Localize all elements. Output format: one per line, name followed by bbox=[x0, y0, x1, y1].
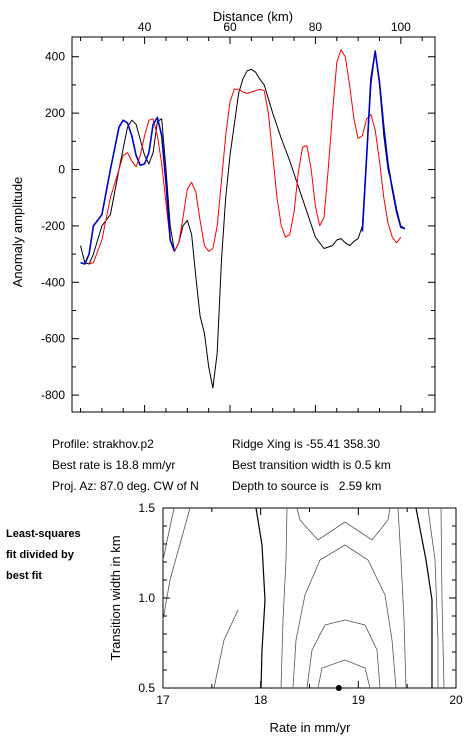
contour-y-tick-labels: 0.5 1.0 1.5 bbox=[138, 501, 155, 695]
y-tick-label: 200 bbox=[45, 106, 65, 120]
contour-plot-frame bbox=[162, 507, 457, 689]
x-tick-label: 40 bbox=[138, 20, 152, 34]
y-tick-label: -400 bbox=[41, 275, 65, 289]
contour-line bbox=[306, 619, 381, 689]
y-tick-label: 1.5 bbox=[138, 501, 155, 515]
side-note: Least-squares fit divided by best fit bbox=[6, 524, 106, 587]
info-depth: Depth to source is 2.59 km bbox=[232, 479, 382, 493]
contour-line bbox=[292, 544, 397, 689]
info-best-rate: Best rate is 18.8 mm/yr bbox=[52, 458, 176, 472]
top-x-tick-labels: 40 60 80 100 bbox=[138, 20, 411, 34]
x-tick-label: 20 bbox=[449, 693, 463, 707]
contour-line bbox=[255, 507, 266, 689]
top-plot: 40 60 80 100 400 200 0 -200 -400 -600 -800 Distan… bbox=[10, 9, 436, 413]
y-tick-label: 0 bbox=[58, 163, 65, 177]
side-note-line: fit divided by bbox=[6, 549, 74, 561]
contour-lines bbox=[162, 507, 445, 689]
y-tick-label: -600 bbox=[41, 332, 65, 346]
contour-line bbox=[280, 507, 288, 689]
contour-y-axis-label: Transition width in km bbox=[108, 535, 123, 660]
contour-line bbox=[213, 609, 239, 689]
x-tick-label: 60 bbox=[223, 20, 237, 34]
x-tick-label: 100 bbox=[391, 20, 411, 34]
top-x-axis-label: Distance (km) bbox=[213, 9, 293, 24]
best-fit-marker bbox=[335, 685, 342, 691]
side-note-line: best fit bbox=[6, 570, 43, 582]
series-line bbox=[361, 50, 406, 232]
top-y-axis-label: Anomaly amplitude bbox=[10, 177, 25, 288]
series-line bbox=[80, 116, 176, 265]
top-series-group bbox=[80, 49, 406, 389]
series-line bbox=[88, 49, 402, 265]
x-tick-label: 17 bbox=[156, 693, 170, 707]
info-profile: Profile: strakhov.p2 bbox=[52, 437, 154, 451]
contour-line bbox=[427, 507, 439, 688]
y-tick-label: 1.0 bbox=[138, 591, 155, 605]
contour-line bbox=[296, 507, 391, 541]
contour-plot-ticks bbox=[162, 507, 457, 689]
contour-line bbox=[415, 507, 433, 688]
info-ridge-xing: Ridge Xing is -55.41 358.30 bbox=[232, 437, 381, 451]
y-tick-label: -800 bbox=[41, 388, 65, 402]
y-tick-label: 0.5 bbox=[138, 681, 155, 695]
top-plot-ticks bbox=[72, 37, 435, 412]
x-tick-label: 80 bbox=[309, 20, 323, 34]
y-tick-label: -200 bbox=[41, 219, 65, 233]
contour-line bbox=[440, 507, 445, 689]
info-best-width: Best transition width is 0.5 km bbox=[232, 458, 391, 472]
info-proj-az: Proj. Az: 87.0 deg. CW of N bbox=[52, 479, 199, 493]
contour-line bbox=[397, 507, 407, 689]
x-tick-label: 18 bbox=[254, 693, 268, 707]
y-tick-label: 400 bbox=[45, 50, 65, 64]
contour-line bbox=[162, 507, 191, 621]
top-plot-frame bbox=[71, 36, 436, 413]
side-note-line: Least-squares bbox=[6, 528, 81, 540]
x-tick-label: 19 bbox=[352, 693, 366, 707]
series-line bbox=[80, 50, 406, 389]
top-y-tick-labels: 400 200 0 -200 -400 -600 -800 bbox=[41, 50, 65, 402]
contour-line bbox=[317, 659, 371, 689]
contour-x-tick-labels: 17 18 19 20 bbox=[156, 693, 463, 707]
contour-x-axis-label: Rate in mm/yr bbox=[270, 720, 352, 735]
contour-plot: 17 18 19 20 0.5 1.0 1.5 Rate in mm/yr Transit… bbox=[108, 501, 463, 735]
contour-line bbox=[162, 507, 175, 561]
